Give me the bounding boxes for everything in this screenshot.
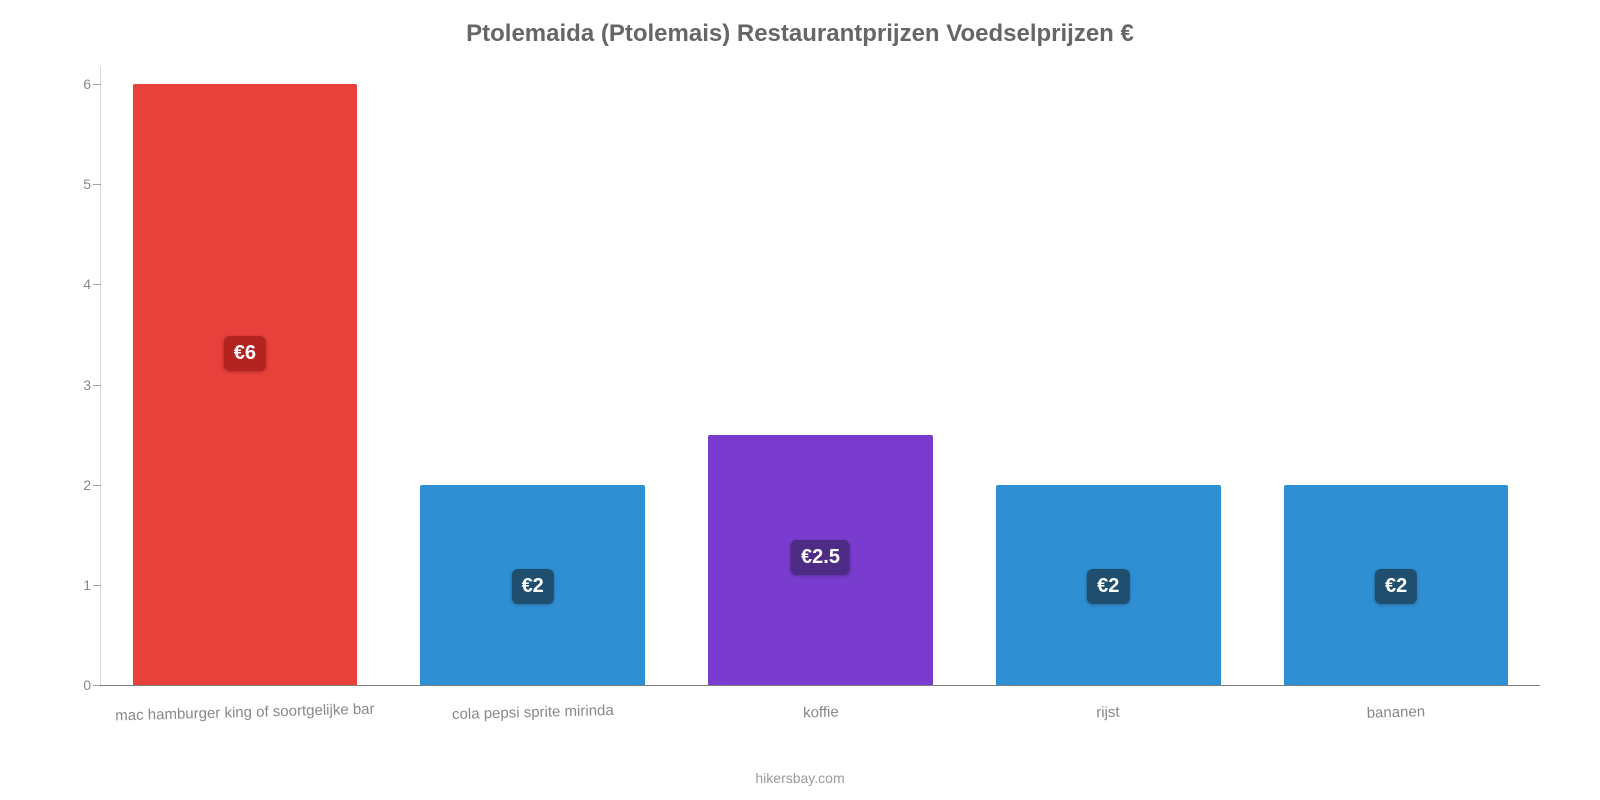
bar-slot: €6: [101, 66, 389, 685]
y-tick-label: 4: [61, 276, 91, 292]
y-tick-label: 2: [61, 477, 91, 493]
y-tick: [93, 84, 101, 85]
bar: €2: [420, 485, 644, 685]
chart-title: Ptolemaida (Ptolemais) Restaurantprijzen…: [40, 20, 1560, 48]
bar-slot: €2: [389, 66, 677, 685]
x-axis-label: koffie: [676, 700, 964, 725]
x-axis-label: rijst: [964, 700, 1252, 725]
attribution-text: hikersbay.com: [0, 770, 1600, 786]
bar-value-label: €2: [1375, 569, 1417, 604]
y-tick: [93, 685, 101, 686]
bar: €2: [1284, 485, 1508, 685]
bar-slot: €2.5: [677, 66, 965, 685]
y-tick: [93, 485, 101, 486]
y-tick-label: 0: [61, 677, 91, 693]
chart-container: Ptolemaida (Ptolemais) Restaurantprijzen…: [0, 0, 1600, 800]
x-axis-label: cola pepsi sprite mirinda: [389, 700, 677, 725]
bar-value-label: €6: [224, 336, 266, 371]
y-tick: [93, 585, 101, 586]
bar-value-label: €2.5: [791, 540, 850, 575]
y-tick-label: 1: [61, 577, 91, 593]
y-tick: [93, 385, 101, 386]
y-tick-label: 3: [61, 377, 91, 393]
bars-group: €6 €2 €2.5 €2 €2: [101, 66, 1540, 685]
bar-value-label: €2: [512, 569, 554, 604]
x-axis-label: mac hamburger king of soortgelijke bar: [101, 700, 389, 725]
x-axis-labels: mac hamburger king of soortgelijke barco…: [101, 704, 1540, 721]
x-axis-label: bananen: [1252, 700, 1540, 725]
bar: €6: [133, 84, 357, 685]
y-tick-label: 6: [61, 76, 91, 92]
plot-area: €6€2€2.5€2€2 mac hamburger king of soort…: [100, 66, 1540, 686]
bar-slot: €2: [1252, 66, 1540, 685]
y-tick: [93, 184, 101, 185]
bar-slot: €2: [964, 66, 1252, 685]
bar-value-label: €2: [1087, 569, 1129, 604]
bar: €2.5: [708, 435, 932, 685]
bar: €2: [996, 485, 1220, 685]
y-tick-label: 5: [61, 176, 91, 192]
y-tick: [93, 284, 101, 285]
